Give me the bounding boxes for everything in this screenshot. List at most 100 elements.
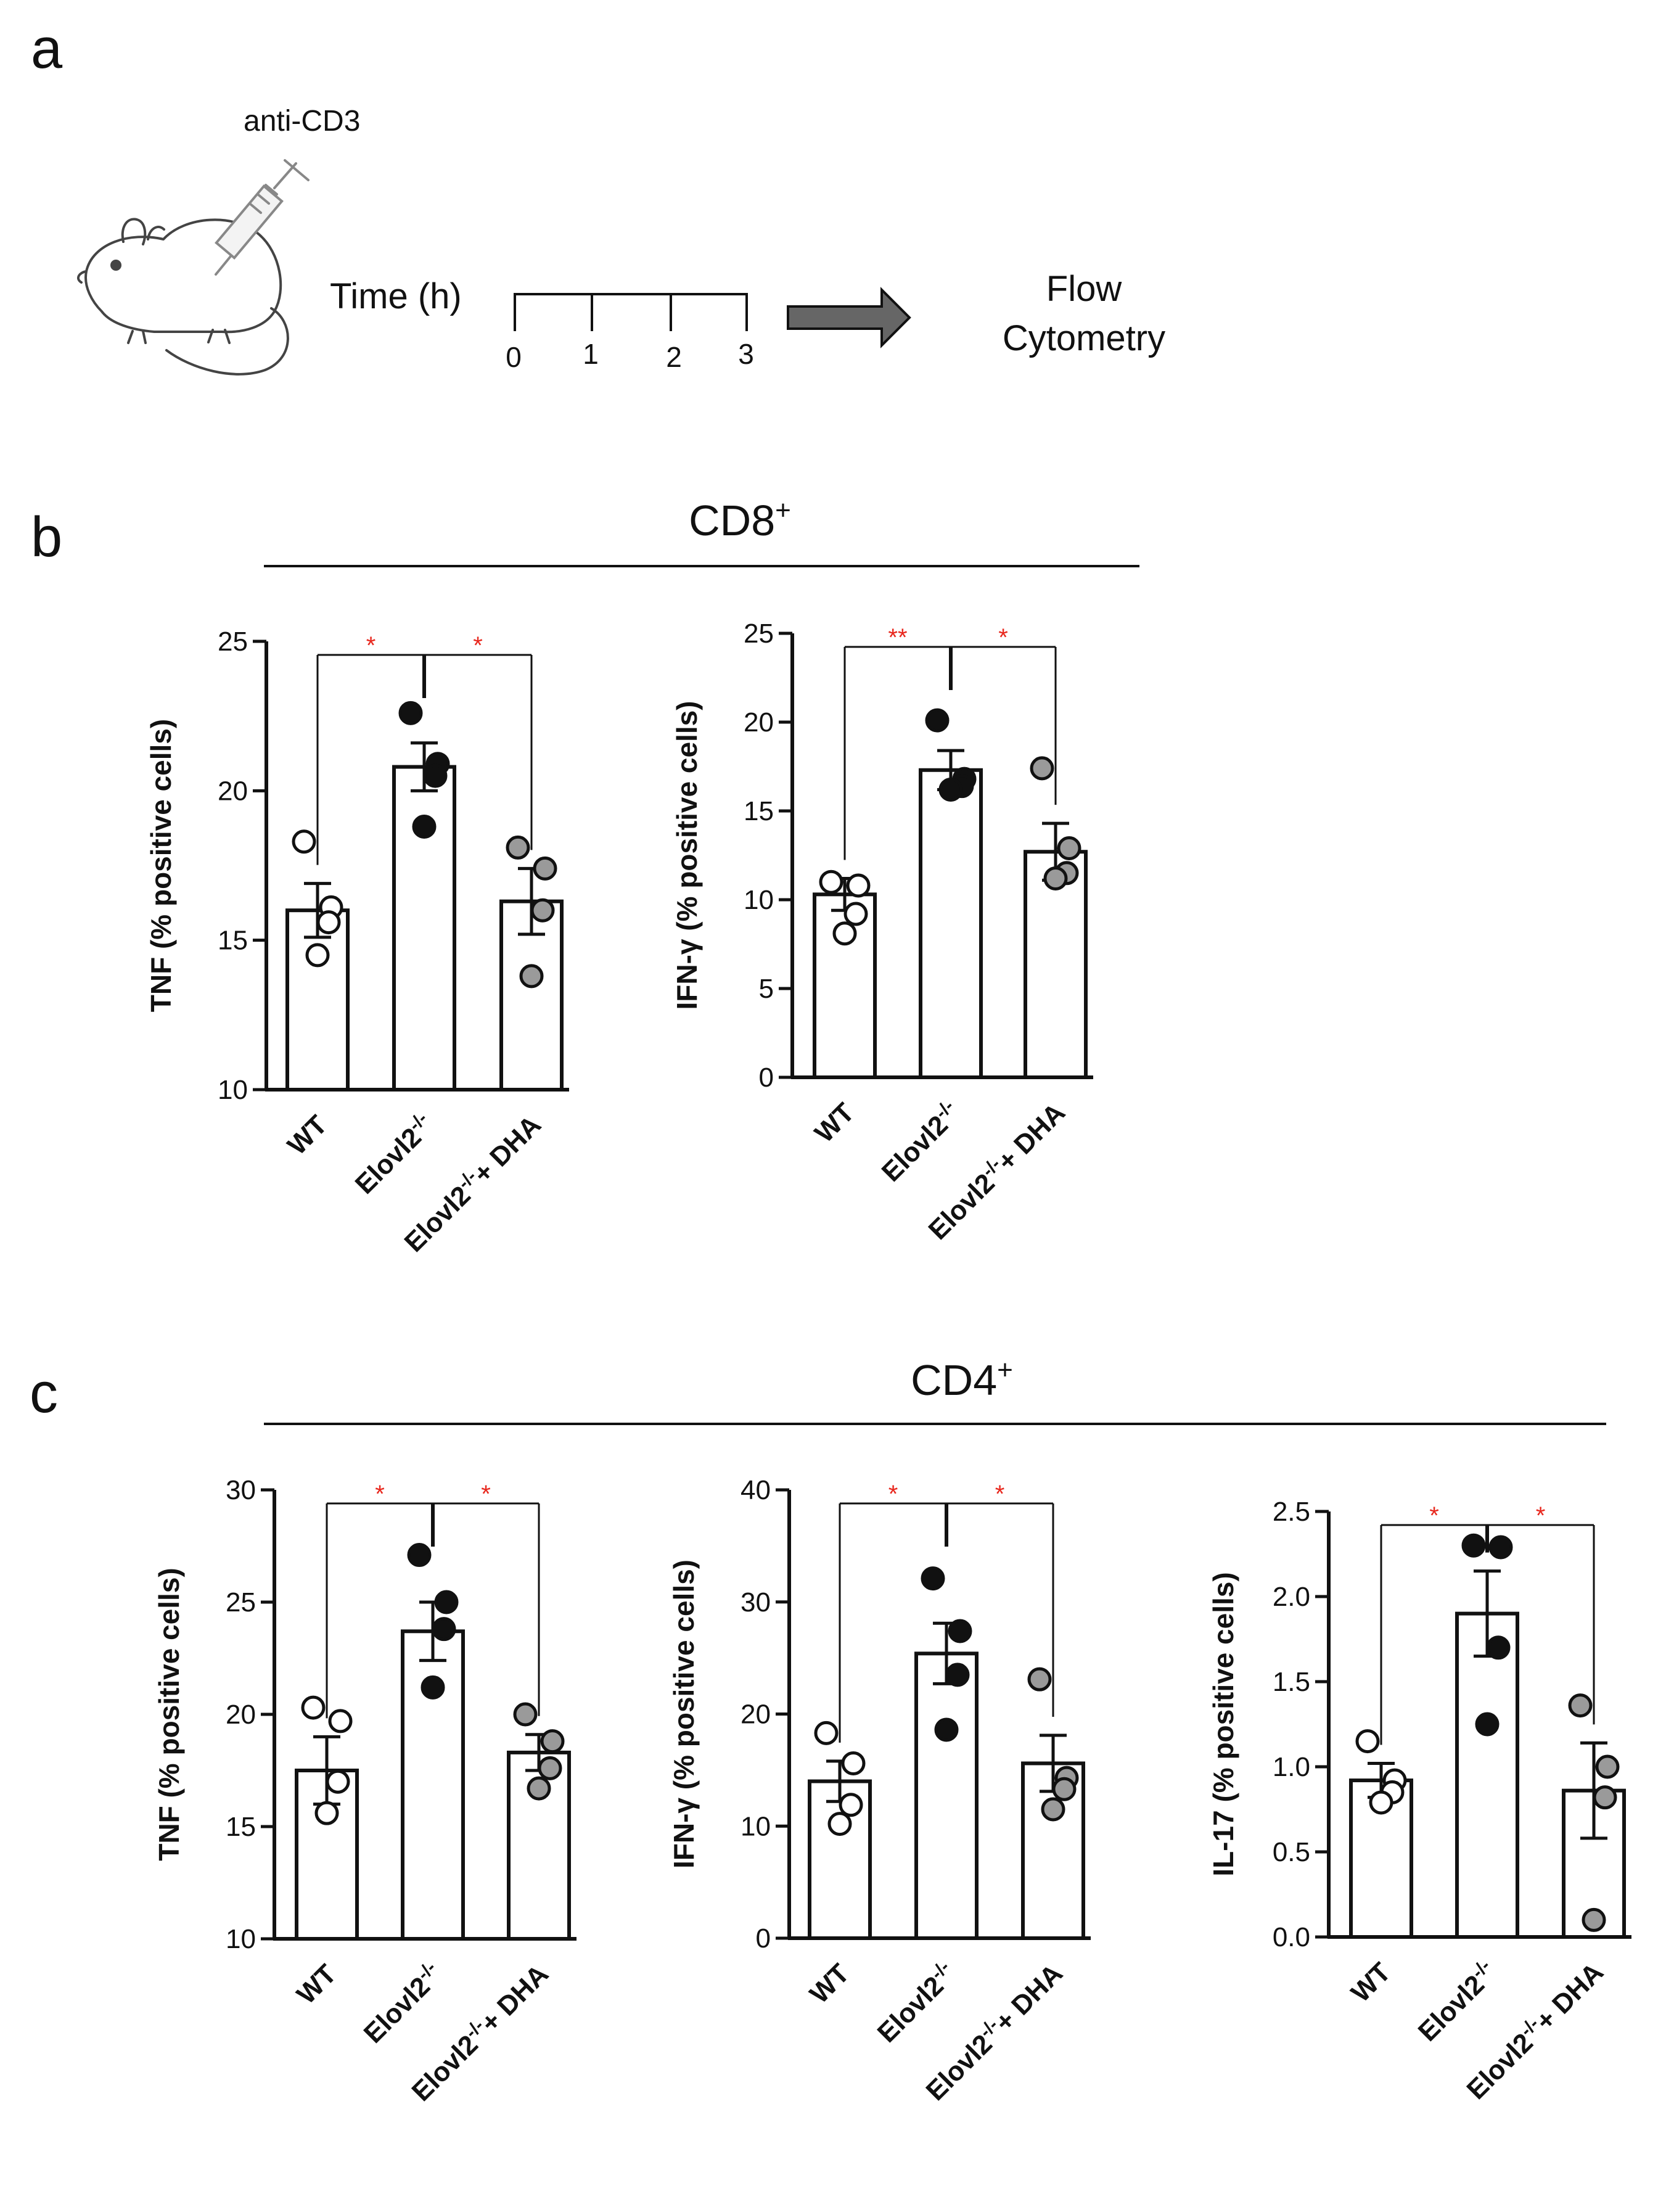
data-point <box>540 1729 565 1754</box>
y-tick-label: 10 <box>218 1075 248 1105</box>
panel-a-label: a <box>31 17 63 80</box>
x-tick-label-base: Elovl2 <box>1461 2028 1539 2105</box>
y-tick-label: 0.0 <box>1273 1922 1310 1952</box>
x-tick-label: Elovl2-/- <box>871 1957 962 2048</box>
chart-cd4-ifng: 0 10 20 30 40 IFN-γ (% positive cells) WT Elovl… <box>668 1475 1091 2107</box>
bar <box>1455 1611 1519 1939</box>
x-tick-label-base: Elovl2 <box>923 1168 1001 1246</box>
data-point <box>832 921 857 946</box>
data-point <box>316 910 341 935</box>
bar <box>507 1750 571 1941</box>
y-tick-label: 20 <box>744 707 774 738</box>
data-point <box>934 1717 959 1742</box>
x-tick-label: Elovl2-/- <box>348 1108 440 1199</box>
data-point <box>1486 1635 1511 1660</box>
data-point <box>326 1769 350 1794</box>
data-point <box>301 1695 326 1720</box>
y-tick-label: 20 <box>218 776 248 806</box>
data-point <box>432 1617 456 1642</box>
y-axis-label: IL-17 (% positive cells) <box>1207 1572 1239 1876</box>
significance-star: * <box>366 632 376 659</box>
chart-cd8-tnf: 10 15 20 25 TNF (% positive cells) WT Elovl2-/… <box>145 627 569 1258</box>
y-tick-label: 5 <box>759 974 774 1004</box>
injection-label: anti-CD3 <box>244 105 360 138</box>
bar <box>919 768 983 1079</box>
significance-star: ** <box>888 624 907 651</box>
data-point <box>1057 836 1081 860</box>
data-point <box>519 964 544 989</box>
x-tick-label-base: Elovl2 <box>921 2029 998 2107</box>
y-tick-label: 1.0 <box>1273 1752 1310 1782</box>
x-tick-label-base: Elovl2 <box>1413 1969 1490 2047</box>
x-tick-label: WT <box>804 1958 855 2009</box>
y-tick-label: 10 <box>226 1924 256 1954</box>
timepoint-0: 0 <box>506 341 522 373</box>
data-point <box>1041 1797 1065 1822</box>
data-point <box>1475 1712 1500 1737</box>
data-point <box>421 1675 445 1700</box>
data-point <box>841 1751 866 1775</box>
significance-bracket: * * <box>839 1481 1054 1743</box>
x-tick-label: Elovl2-/- <box>357 1957 448 2049</box>
data-point <box>948 1619 972 1643</box>
cd8-title-text: CD8 <box>689 496 775 545</box>
chart-cd8-ifng: 0 5 10 15 20 25 IFN-γ (% positive cells) WT Elov… <box>671 619 1093 1246</box>
error-bar <box>1580 1741 1607 1840</box>
y-tick-label: 15 <box>218 926 248 956</box>
y-tick-label: 0 <box>756 1923 771 1954</box>
timepoint-2: 2 <box>666 341 682 373</box>
cd4-title-sup: + <box>997 1355 1013 1385</box>
y-tick-label: 25 <box>226 1587 256 1618</box>
x-tick-label: Elovl2-/- <box>1411 1955 1503 2047</box>
cd8-title: CD8+ <box>689 495 791 545</box>
significance-star: * <box>1429 1502 1439 1529</box>
error-bar <box>411 741 438 792</box>
significance-star: * <box>473 632 483 659</box>
y-tick-label: 2.0 <box>1273 1582 1310 1612</box>
x-tick-label: WT <box>1345 1957 1397 2008</box>
charts: 10 15 20 25 TNF (% positive cells) WT Elovl2-/… <box>145 619 1631 2107</box>
outcome-line-2: Cytometry <box>1003 318 1165 358</box>
mouse-icon <box>76 218 289 376</box>
data-point <box>506 835 530 860</box>
significance-star: * <box>481 1481 491 1508</box>
x-tick-label-base: Elovl2 <box>350 1122 427 1199</box>
panel-b-header: b CD8+ <box>31 495 1139 569</box>
y-tick-label: 40 <box>741 1475 771 1505</box>
data-point <box>434 1590 459 1614</box>
y-tick-label: 2.5 <box>1273 1497 1310 1527</box>
significance-star: * <box>375 1481 385 1508</box>
data-point <box>513 1702 538 1727</box>
chart-cd4-il17: 0.0 0.5 1.0 1.5 2.0 2.5 IL-17 (% positive cell… <box>1207 1497 1631 2105</box>
data-point <box>328 1709 353 1733</box>
data-point <box>533 856 557 881</box>
x-tick-label-suffix: + DHA <box>991 1097 1071 1177</box>
x-tick-label: WT <box>291 1959 342 2010</box>
y-tick-label: 25 <box>218 627 248 657</box>
y-axis-label: IFN-γ (% positive cells) <box>671 701 703 1009</box>
y-axis-label: IFN-γ (% positive cells) <box>668 1560 700 1869</box>
data-point <box>1488 1535 1513 1560</box>
data-point <box>1461 1533 1486 1558</box>
data-point <box>1030 756 1054 781</box>
x-tick-label-suffix: + DHA <box>475 1959 554 2038</box>
data-point <box>314 1801 339 1825</box>
data-point <box>407 1543 432 1568</box>
data-point <box>530 898 555 923</box>
data-point <box>1043 866 1068 890</box>
error-bar <box>304 882 331 939</box>
x-tick-label-base: Elovl2 <box>406 2029 484 2107</box>
timepoint-3: 3 <box>738 338 754 370</box>
x-tick-label-base: Elovl2 <box>876 1109 954 1187</box>
chart-cd4-tnf: 10 15 20 25 30 TNF (% positive cells) WT Elovl2… <box>153 1475 577 2107</box>
panel-c-label: c <box>30 1362 58 1425</box>
data-point <box>1052 1777 1077 1801</box>
y-axis-label: TNF (% positive cells) <box>153 1568 185 1860</box>
data-point <box>819 870 843 894</box>
data-point <box>1355 1729 1380 1754</box>
significance-star: * <box>888 1481 898 1508</box>
significance-star: * <box>998 624 1008 651</box>
cd4-title-text: CD4 <box>911 1356 997 1404</box>
significance-bracket: * * <box>316 632 533 865</box>
